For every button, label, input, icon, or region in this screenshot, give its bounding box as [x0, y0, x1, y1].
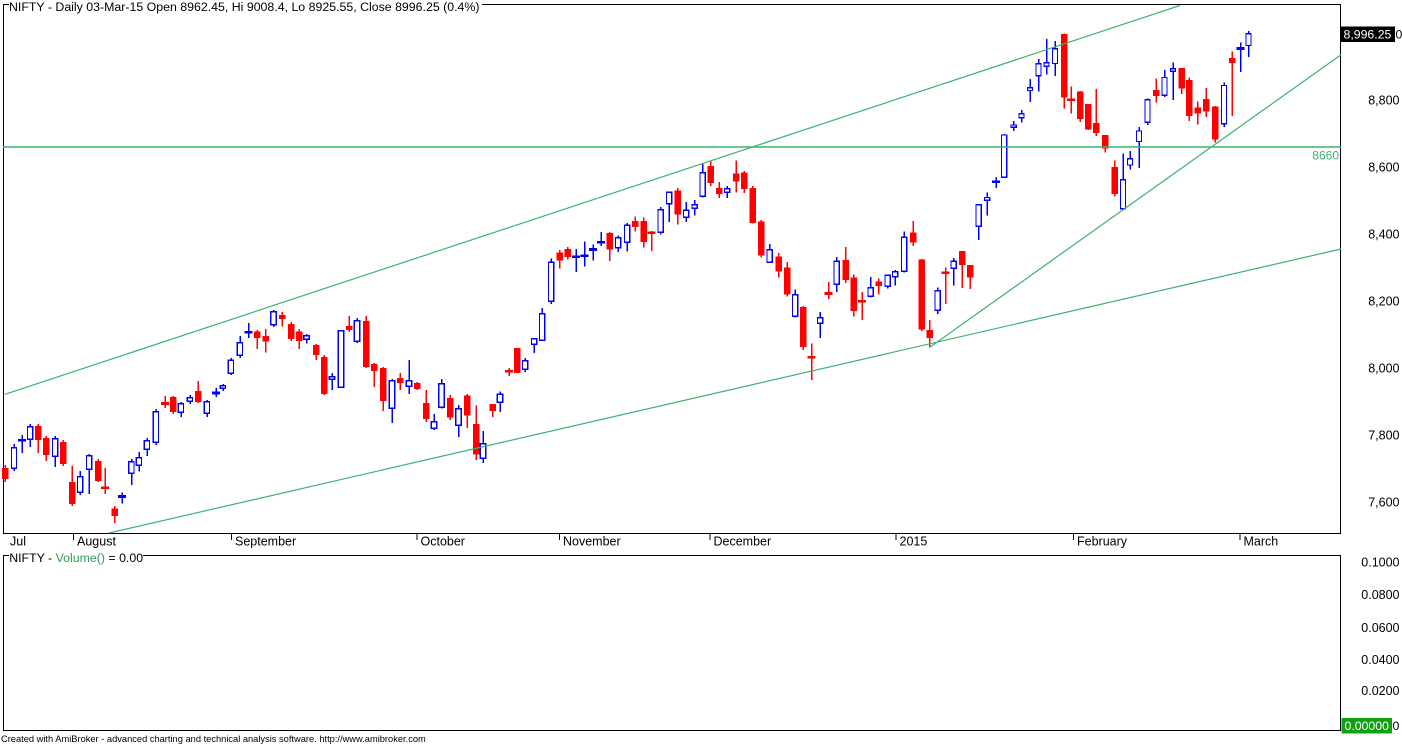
svg-text:8,000: 8,000	[1368, 361, 1399, 375]
svg-text:August: August	[77, 535, 116, 549]
svg-text:NIFTY - Daily 03-Mar-15 Open 8: NIFTY - Daily 03-Mar-15 Open 8962.45, Hi…	[9, 0, 479, 14]
svg-text:0.0400: 0.0400	[1361, 653, 1399, 667]
svg-text:Created with AmiBroker - advan: Created with AmiBroker - advanced charti…	[1, 734, 426, 744]
svg-text:0.0600: 0.0600	[1361, 621, 1399, 635]
svg-text:7,800: 7,800	[1368, 428, 1399, 442]
svg-text:November: November	[563, 535, 621, 549]
svg-text:October: October	[421, 535, 465, 549]
svg-text:8,800: 8,800	[1368, 93, 1399, 107]
svg-text:March: March	[1244, 535, 1279, 549]
svg-text:0.00000: 0.00000	[1345, 719, 1390, 733]
svg-text:8,600: 8,600	[1368, 160, 1399, 174]
svg-text:0.0800: 0.0800	[1361, 588, 1399, 602]
svg-text:7,600: 7,600	[1368, 495, 1399, 509]
svg-text:0.1000: 0.1000	[1361, 555, 1399, 569]
svg-text:8,200: 8,200	[1368, 294, 1399, 308]
svg-text:0.0200: 0.0200	[1361, 684, 1399, 698]
svg-text:September: September	[235, 535, 296, 549]
svg-text:December: December	[714, 535, 772, 549]
svg-text:Jul: Jul	[10, 535, 26, 549]
svg-text:0: 0	[1393, 719, 1400, 733]
svg-text:8,400: 8,400	[1368, 227, 1399, 241]
svg-text:February: February	[1077, 535, 1128, 549]
svg-text:NIFTY - Volume() = 0.00: NIFTY - Volume() = 0.00	[9, 551, 143, 565]
svg-text:8660: 8660	[1312, 149, 1339, 163]
svg-text:0: 0	[1396, 28, 1402, 42]
svg-text:8,996.25: 8,996.25	[1344, 28, 1392, 42]
svg-text:2015: 2015	[900, 535, 928, 549]
